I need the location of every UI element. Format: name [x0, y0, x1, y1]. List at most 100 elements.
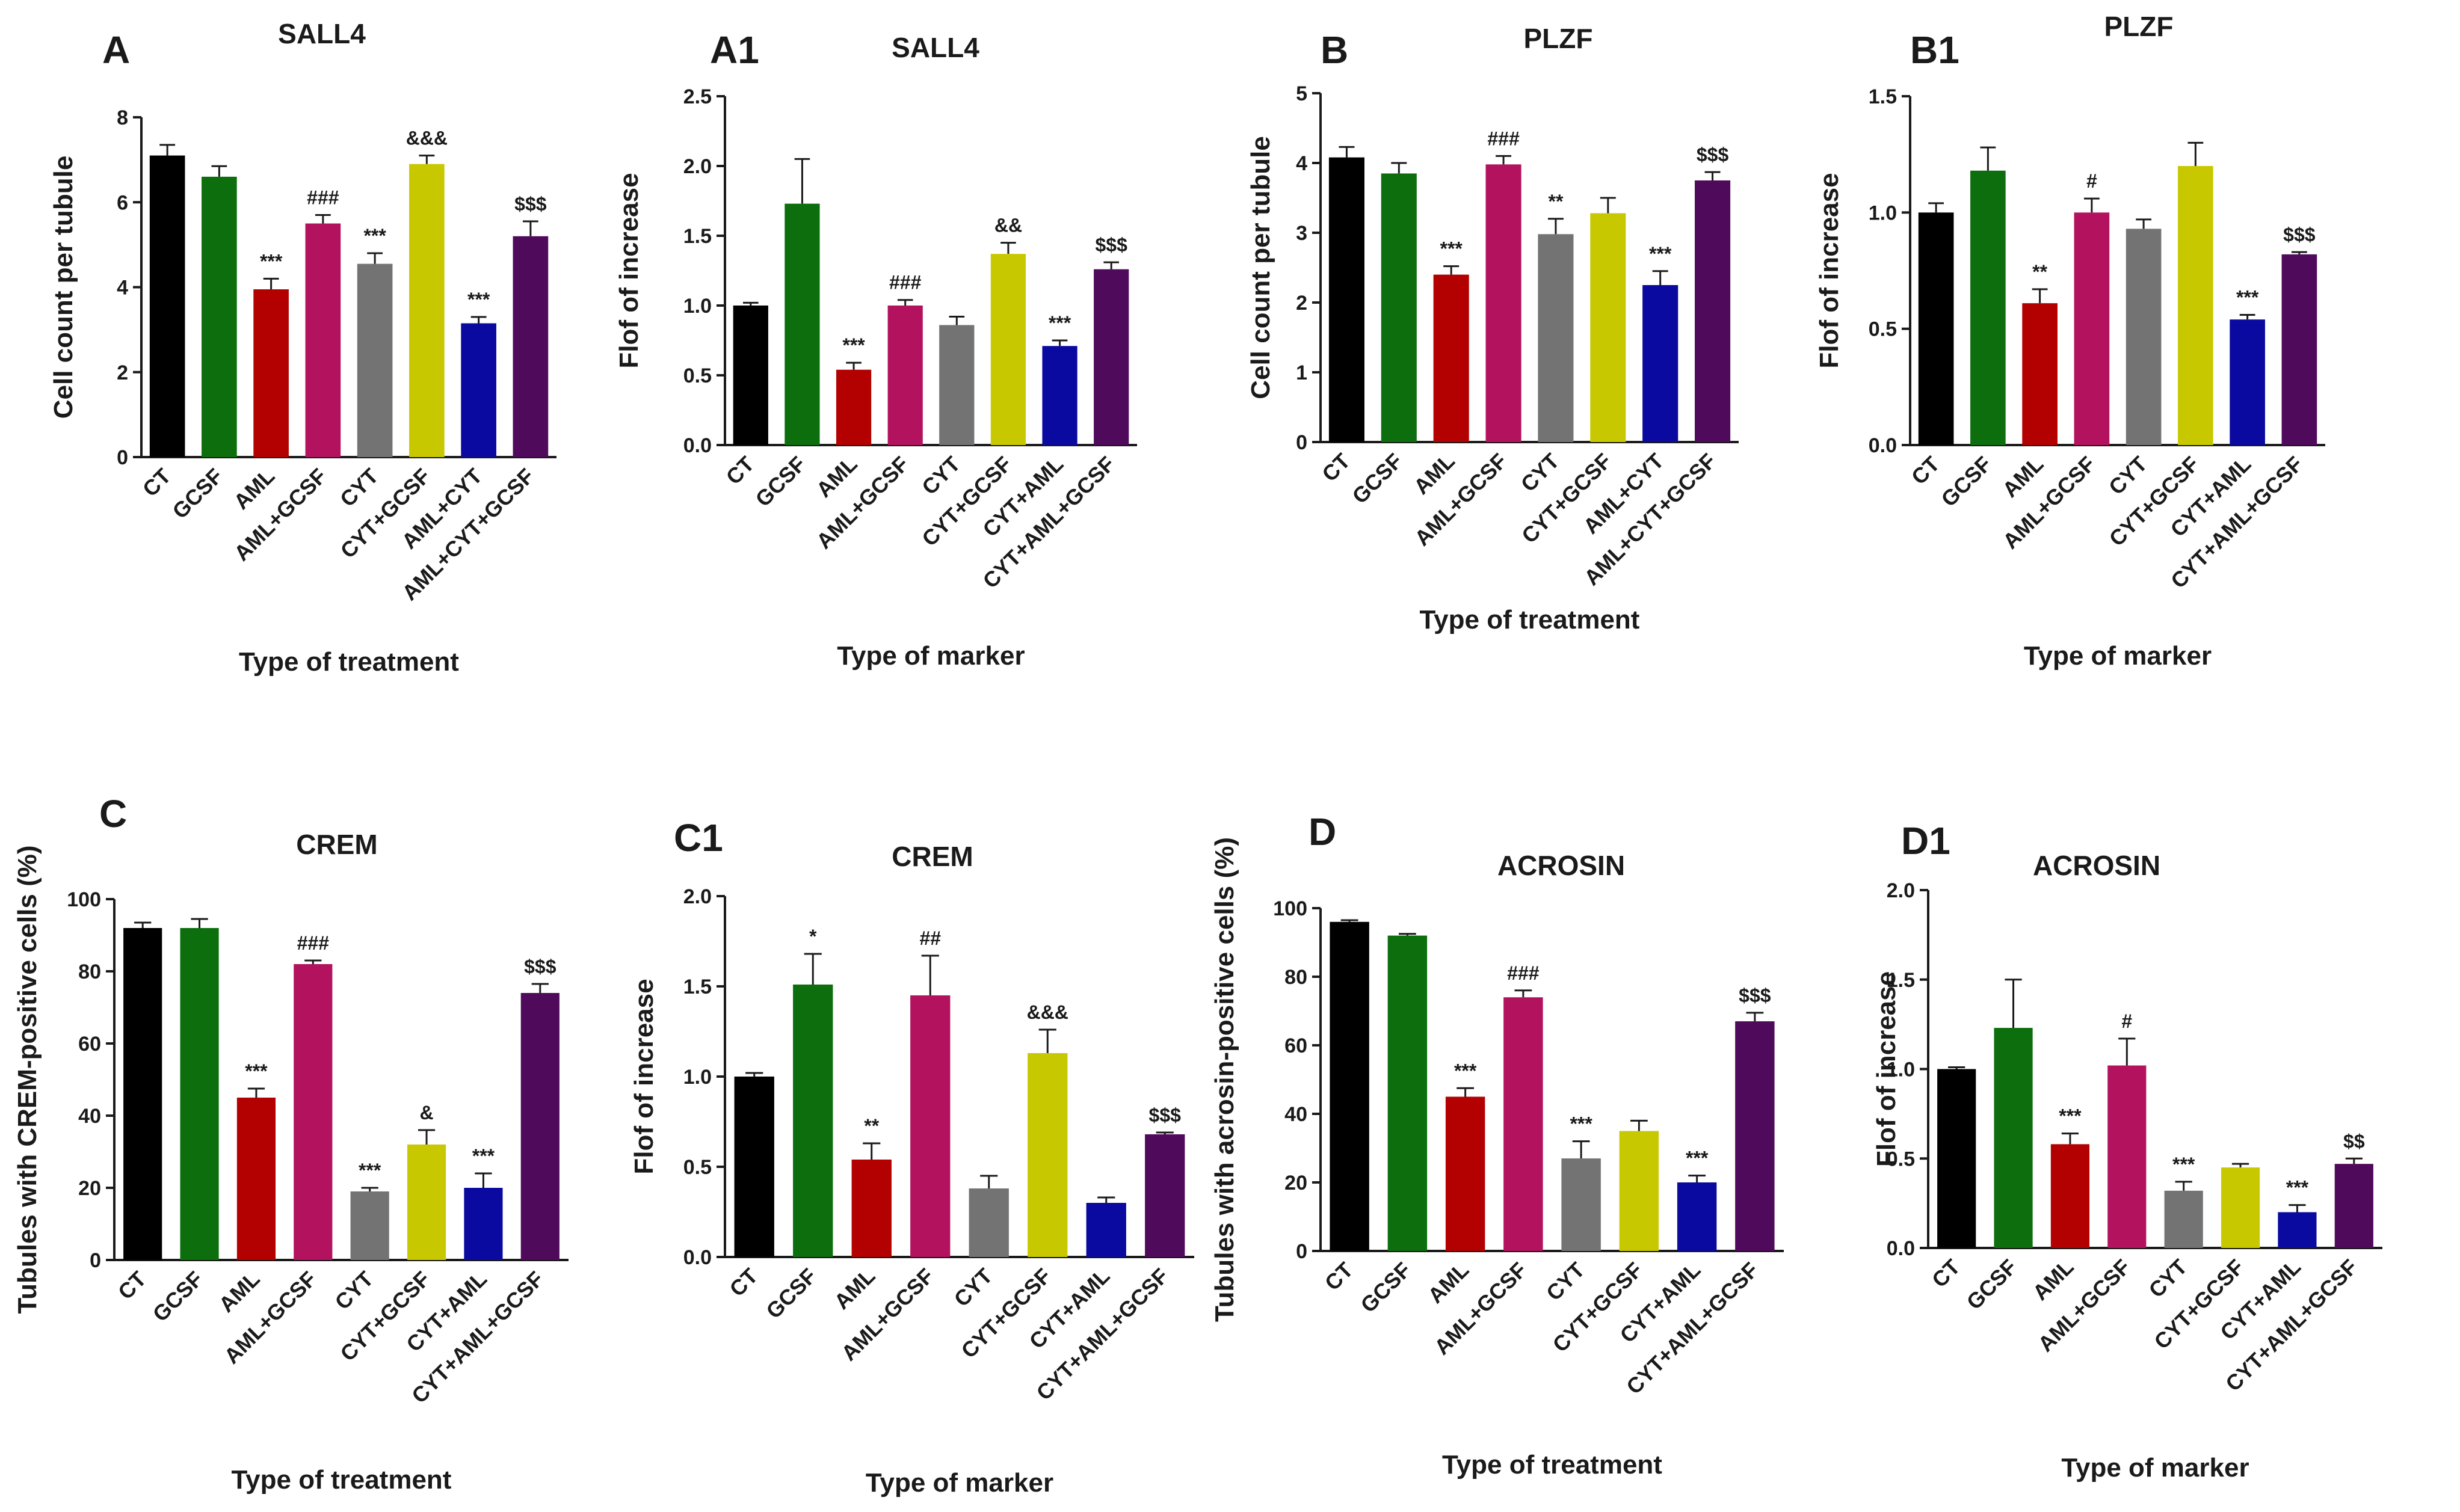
panel-letter: D1 [1901, 819, 1950, 862]
chart-title: CREM [892, 841, 973, 872]
y-tick-label: 100 [1273, 897, 1307, 920]
y-tick-label: 40 [78, 1105, 101, 1128]
significance-label: *** [472, 1145, 495, 1167]
significance-label: *** [2236, 286, 2259, 308]
bar [887, 306, 923, 445]
bar [1094, 269, 1129, 445]
bar [733, 306, 768, 445]
bar [1937, 1069, 1976, 1248]
bar [1538, 234, 1574, 442]
bar [1145, 1134, 1185, 1257]
bar [1387, 935, 1428, 1251]
bar [1328, 157, 1364, 442]
y-tick-label: 0.0 [1887, 1237, 1915, 1260]
y-tick-label: 40 [1284, 1103, 1307, 1126]
panel-letter: C [99, 792, 127, 835]
y-tick-label: 0 [117, 446, 128, 469]
significance-label: *** [245, 1060, 268, 1082]
y-tick-label: 0.0 [1869, 434, 1897, 457]
panel-letter: B [1321, 28, 1348, 72]
bar [1918, 212, 1954, 445]
bar [1590, 213, 1626, 442]
y-tick-label: 5 [1296, 82, 1307, 105]
y-tick-label: 0.0 [683, 434, 712, 457]
y-tick-label: 2.0 [1887, 879, 1915, 902]
significance-label: ### [1507, 962, 1540, 984]
bar [1485, 164, 1521, 442]
bar [1619, 1131, 1659, 1251]
x-tick-label: AML+GCSF [1998, 452, 2100, 554]
y-tick-label: 0 [90, 1249, 101, 1272]
x-tick-label: CYT [2144, 1255, 2192, 1303]
y-tick-label: 0 [1296, 1240, 1307, 1263]
significance-label: ### [297, 932, 330, 954]
y-tick-label: 2.5 [683, 85, 712, 108]
y-tick-label: 60 [1284, 1034, 1307, 1057]
chart-title: CREM [296, 829, 377, 860]
y-tick-label: 100 [67, 888, 101, 911]
significance-label: *** [1570, 1113, 1592, 1135]
bar [2178, 166, 2213, 445]
x-tick-label: CT [113, 1267, 151, 1305]
y-tick-label: 1.0 [1887, 1059, 1915, 1081]
significance-label: *** [1686, 1148, 1709, 1169]
panel-a1: A1 SALL4 0.0 0.5 1.0 1.5 2.0 2.5 Flof of increas… [614, 28, 1137, 671]
bar [180, 928, 219, 1260]
chart-title: SALL4 [278, 18, 366, 49]
bar [969, 1188, 1009, 1257]
x-tick-label: GCSF [167, 464, 227, 524]
panel-c: C CREM 0 20 40 60 80 100 Tubules with CREM-posit… [13, 792, 569, 1495]
bar [1086, 1203, 1126, 1257]
x-tick-label: CYT [1516, 449, 1564, 497]
bar [2126, 229, 2162, 445]
y-tick-label: 80 [78, 960, 101, 983]
bar [357, 263, 393, 457]
panel-letter: A [102, 28, 130, 72]
panel-c1: C1 CREM 0.0 0.5 1.0 1.5 2.0 Flof of increase CT *… [629, 816, 1194, 1498]
y-tick-label: 1.5 [1887, 969, 1915, 992]
bar [1677, 1182, 1717, 1251]
y-tick-label: 0.5 [683, 364, 712, 387]
bar [1028, 1053, 1068, 1257]
x-tick-label: GCSF [761, 1264, 821, 1324]
bar [1381, 173, 1417, 442]
significance-label: $$$ [1697, 144, 1729, 165]
bar [409, 164, 445, 457]
y-tick-label: 4 [117, 277, 128, 300]
bar [2334, 1164, 2373, 1248]
panel-d1: D1 ACROSIN 0.0 0.5 1.0 1.5 2.0 Flof of increase… [1872, 819, 2382, 1483]
significance-label: &&& [406, 128, 448, 149]
chart-title: PLZF [1524, 23, 1593, 54]
bar [2221, 1167, 2260, 1248]
bar [2278, 1212, 2317, 1248]
chart-title: SALL4 [892, 32, 979, 63]
x-axis-label: Type of treatment [232, 1465, 452, 1495]
y-axis-label: Flof of increase [1814, 173, 1844, 368]
bar [2050, 1144, 2090, 1248]
y-tick-label: 0.5 [683, 1156, 712, 1179]
bar [1561, 1158, 1601, 1251]
y-tick-label: 80 [1284, 966, 1307, 989]
y-axis-label: Flof of increase [1872, 971, 1901, 1167]
bar [2107, 1065, 2147, 1248]
bar [202, 176, 237, 457]
y-tick-label: 20 [78, 1177, 101, 1200]
bar [1642, 285, 1679, 442]
significance-label: $$ [2343, 1130, 2365, 1152]
bar [793, 985, 833, 1257]
x-tick-label: CYT [330, 1267, 378, 1315]
significance-label: $$$ [524, 956, 556, 977]
significance-label: *** [842, 334, 865, 356]
significance-label: *** [359, 1160, 381, 1181]
bar [1735, 1021, 1775, 1251]
x-tick-label: CT [1927, 1255, 1965, 1292]
x-tick-label: GCSF [1936, 452, 1996, 512]
significance-label: $$$ [514, 193, 547, 215]
x-tick-label: CYT [1541, 1258, 1589, 1306]
x-tick-label: CT [1907, 452, 1944, 490]
significance-label: ** [864, 1115, 879, 1137]
x-tick-label: AML [1423, 1258, 1473, 1308]
bar [1330, 921, 1369, 1251]
